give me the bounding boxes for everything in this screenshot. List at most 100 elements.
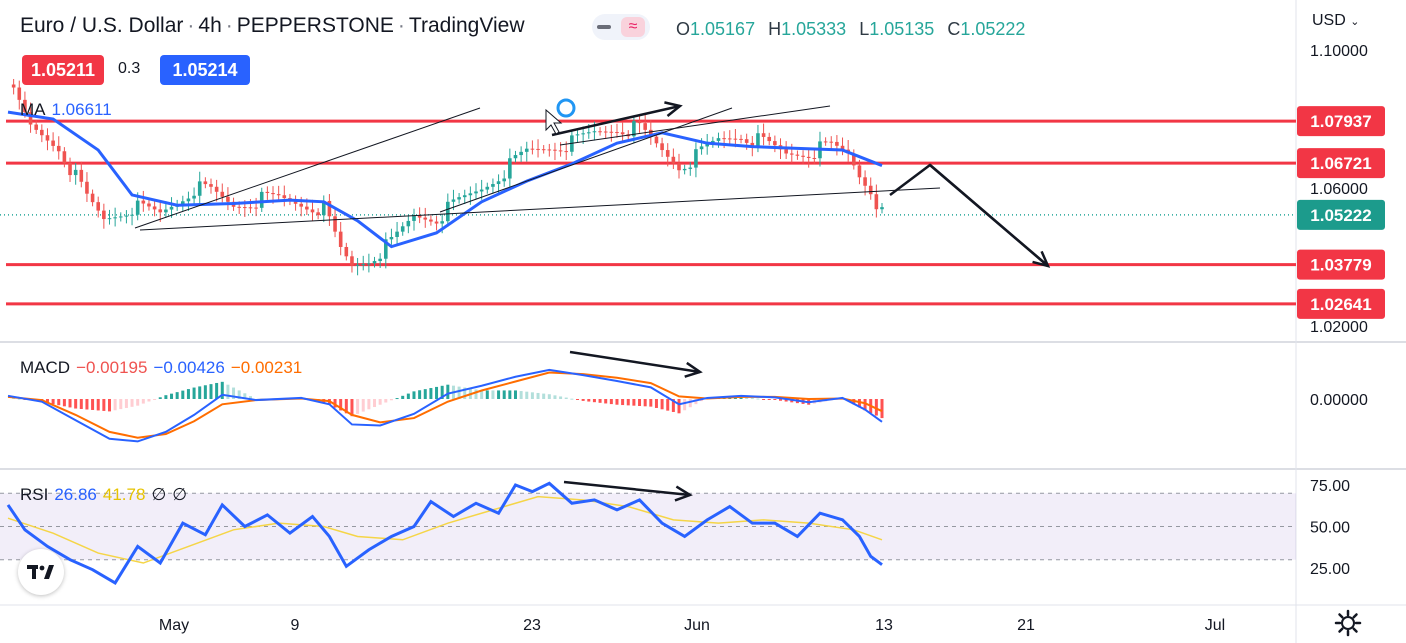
macd-histogram-bar (745, 397, 749, 399)
candle-body (880, 207, 884, 210)
close-value: 1.05222 (960, 19, 1026, 39)
macd-histogram-bar (880, 399, 884, 419)
macd-histogram-bar (79, 399, 83, 410)
candle-body (90, 193, 95, 203)
rsi-legend[interactable]: RSI 26.86 41.78 ∅ ∅ (20, 485, 193, 505)
candle-body (152, 206, 157, 210)
candle-body (620, 132, 625, 135)
macd-histogram-bar (457, 386, 461, 399)
settings-gear-icon[interactable] (1334, 609, 1362, 637)
price-level-tag (1297, 148, 1385, 179)
candle-body (491, 184, 495, 187)
rsi-ma-value: 41.78 (102, 485, 146, 504)
candle-body (806, 156, 811, 158)
macd-histogram-bar (559, 396, 563, 399)
candle-body (299, 203, 304, 207)
macd-histogram-bar (186, 389, 190, 399)
candle-body (840, 145, 845, 150)
macd-histogram-bar (158, 397, 162, 399)
time-axis-label: Jun (684, 617, 710, 634)
macd-histogram-bar (203, 385, 207, 399)
last-price-tag-text: 1.05222 (1310, 206, 1371, 225)
tradingview-logo[interactable] (18, 549, 64, 595)
macd-histogram-bar (220, 381, 224, 399)
currency-selector[interactable]: USD ⌄ (1312, 12, 1359, 30)
price-level-tag-text: 1.03779 (1310, 256, 1371, 275)
macd-histogram-bar (248, 396, 252, 399)
macd-signal-value: −0.00231 (230, 358, 303, 377)
low-label: L (859, 19, 870, 39)
candle-body (789, 153, 794, 155)
price-level-tag (1297, 288, 1385, 319)
candle-body (479, 189, 484, 192)
ma-legend[interactable]: MA 1.06611 (20, 100, 118, 120)
symbol-title[interactable]: Euro / U.S. Dollar · 4h · PEPPERSTONE · Tradin… (20, 14, 525, 37)
candle-body (203, 181, 208, 185)
tradingview-logo-icon (27, 565, 54, 579)
candle-body (434, 221, 439, 224)
macd-histogram-bar (107, 399, 111, 412)
platform-label: TradingView (408, 14, 525, 37)
candle-body (592, 131, 597, 133)
macd-histogram-bar (147, 399, 151, 402)
candle-body (694, 149, 698, 168)
chart-style-toggle[interactable]: ≈ (592, 14, 650, 40)
macd-histogram-bar (124, 399, 128, 408)
ma-value: 1.06611 (51, 100, 112, 119)
candle-body (756, 133, 760, 147)
time-axis-label: May (159, 617, 189, 634)
macd-histogram-bar (62, 399, 66, 407)
candle-body (462, 195, 467, 198)
symbol-name: Euro / U.S. Dollar (20, 14, 184, 37)
macd-axis-tick: 0.00000 (1310, 392, 1368, 409)
ma-label: MA (20, 100, 46, 119)
time-axis-label: 9 (291, 617, 300, 634)
sell-price-button[interactable]: 1.05211 (22, 55, 104, 85)
candle-body (395, 231, 399, 237)
candle-body (863, 177, 867, 186)
macd-histogram-bar (356, 399, 360, 414)
candle-body (56, 145, 61, 152)
candle-body (417, 215, 422, 218)
candle-body (643, 123, 647, 130)
macd-histogram-bar (643, 399, 647, 407)
buy-price-button[interactable]: 1.05214 (160, 55, 250, 85)
time-axis-label: 13 (875, 617, 893, 634)
candle-body (547, 149, 552, 151)
candle-body (615, 132, 619, 134)
macd-histogram-bar (677, 399, 681, 414)
candle-body (209, 184, 213, 187)
rsi-label: RSI (20, 485, 49, 504)
candle-body (389, 236, 394, 240)
candle-body (705, 143, 709, 147)
interval-label[interactable]: 4h (198, 14, 222, 37)
macd-histogram-bar (175, 392, 179, 399)
candle-body (226, 196, 230, 202)
candle-body (327, 200, 332, 217)
candle-body (649, 129, 653, 137)
candle-body (750, 142, 755, 147)
macd-histogram-bar (485, 390, 489, 399)
macd-histogram-bar (609, 399, 613, 405)
candle-body (73, 169, 78, 176)
macd-histogram-bar (141, 399, 145, 404)
price-axis-tick: 1.02000 (1310, 319, 1368, 336)
macd-histogram-bar (389, 399, 393, 401)
macd-histogram-bar (164, 395, 168, 399)
candle-body (113, 217, 117, 219)
broker-label: PEPPERSTONE (236, 14, 394, 37)
macd-legend[interactable]: MACD −0.00195 −0.00426 −0.00231 (20, 358, 308, 378)
candle-body (378, 258, 382, 262)
candle-body (699, 146, 704, 150)
cursor-highlight-icon (556, 98, 576, 118)
candle-body (485, 186, 490, 190)
candle-body (835, 141, 839, 146)
candle-body (293, 200, 298, 204)
macd-histogram-bar (119, 399, 123, 410)
macd-histogram-bar (863, 399, 867, 411)
candle-body (107, 218, 112, 220)
rsi-extra-2: ∅ (172, 485, 188, 504)
candle-body (28, 112, 33, 125)
